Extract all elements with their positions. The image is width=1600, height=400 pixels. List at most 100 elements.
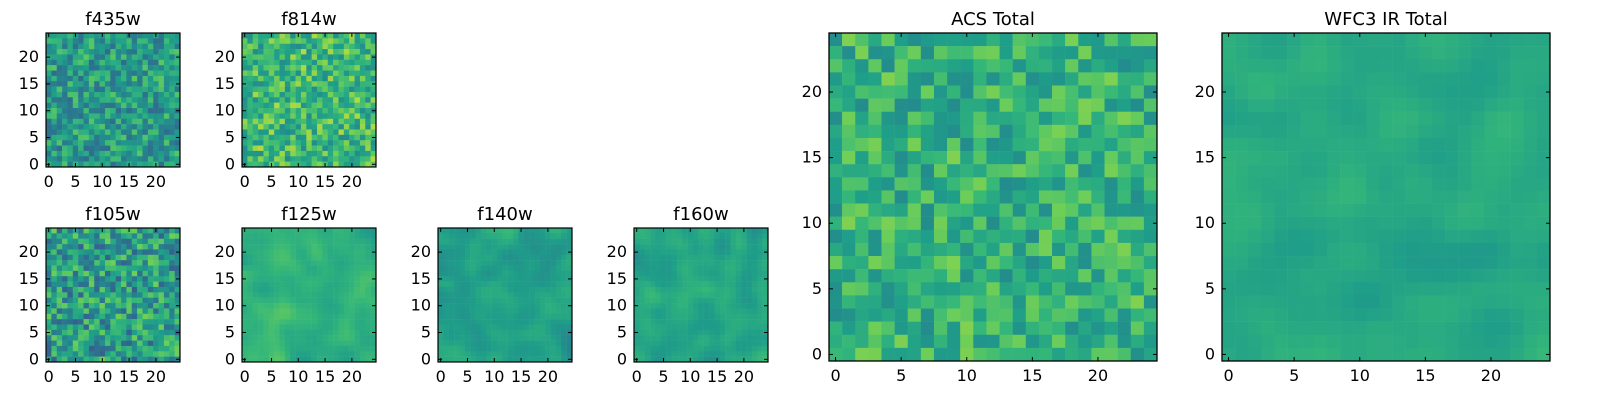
heatmap-cell bbox=[252, 238, 259, 245]
heatmap-cell bbox=[448, 329, 455, 336]
heatmap-cell bbox=[78, 356, 84, 363]
heatmap-cell bbox=[725, 265, 731, 272]
heatmap-cell bbox=[507, 270, 514, 277]
heatmap-cell bbox=[1313, 98, 1328, 112]
heatmap-cell bbox=[121, 238, 127, 245]
heatmap-cell bbox=[163, 228, 170, 234]
heatmap-cell bbox=[354, 86, 361, 93]
heatmap-cell bbox=[121, 308, 127, 315]
heatmap-cell bbox=[169, 38, 175, 44]
heatmap-cell bbox=[359, 313, 366, 320]
heatmap-cell bbox=[1025, 347, 1040, 362]
heatmap-cell bbox=[829, 269, 843, 283]
heatmap-cell bbox=[730, 297, 737, 304]
heatmap-cell bbox=[751, 260, 758, 266]
heatmap-cell bbox=[268, 276, 275, 282]
heatmap-cell bbox=[121, 345, 127, 352]
heatmap-cell bbox=[491, 329, 498, 336]
heatmap-cell bbox=[56, 49, 63, 55]
heatmap-cell bbox=[1235, 177, 1249, 191]
heatmap-cell bbox=[1392, 33, 1406, 47]
heatmap-cell bbox=[115, 335, 122, 341]
heatmap-cell bbox=[115, 38, 122, 44]
heatmap-cell bbox=[1326, 216, 1341, 231]
heatmap-cell bbox=[126, 124, 133, 130]
heatmap-cell bbox=[1353, 137, 1367, 152]
heatmap-cells bbox=[46, 33, 181, 168]
heatmap-cell bbox=[258, 81, 264, 87]
heatmap-cell bbox=[158, 156, 165, 162]
heatmap-cell bbox=[306, 270, 312, 277]
heatmap-cell bbox=[131, 345, 138, 352]
heatmap-cell bbox=[960, 242, 974, 257]
heatmap-cell bbox=[1274, 33, 1288, 47]
heatmap-cell bbox=[142, 81, 149, 87]
heatmap-cell bbox=[99, 150, 106, 157]
heatmap-cell bbox=[464, 351, 471, 357]
heatmap-cell bbox=[561, 249, 567, 256]
heatmap-cell bbox=[475, 281, 482, 288]
heatmap-cell bbox=[682, 356, 688, 363]
heatmap-cell bbox=[137, 260, 143, 266]
heatmap-cell bbox=[1065, 242, 1079, 257]
heatmap-cell bbox=[365, 97, 371, 103]
heatmap-cell bbox=[137, 286, 143, 293]
heatmap-cell bbox=[1300, 190, 1315, 204]
heatmap-cell bbox=[454, 351, 460, 357]
heatmap-cell bbox=[158, 145, 165, 152]
y-tick-label: 10 bbox=[19, 296, 39, 315]
heatmap-cell bbox=[78, 286, 84, 293]
heatmap-cell bbox=[247, 238, 253, 245]
heatmap-cell bbox=[147, 140, 154, 146]
heatmap-cell bbox=[1300, 111, 1315, 126]
heatmap-cell bbox=[1326, 85, 1341, 99]
heatmap-cell bbox=[365, 345, 371, 352]
heatmap-cell bbox=[174, 351, 181, 357]
heatmap-cell bbox=[973, 72, 987, 86]
heatmap-cell bbox=[163, 75, 170, 82]
heatmap-cell bbox=[327, 33, 334, 39]
heatmap-cell bbox=[327, 249, 334, 256]
heatmap-cell bbox=[72, 113, 79, 120]
heatmap-cell bbox=[518, 351, 525, 357]
heatmap-cell bbox=[480, 228, 487, 234]
heatmap-cell bbox=[147, 113, 154, 120]
heatmap-cell bbox=[131, 59, 138, 66]
heatmap-cell bbox=[263, 97, 270, 103]
heatmap-cell bbox=[121, 281, 127, 288]
heatmap-cell bbox=[539, 254, 546, 261]
heatmap-cell bbox=[486, 340, 492, 347]
heatmap-cell bbox=[290, 102, 296, 109]
heatmap-cell bbox=[1523, 98, 1538, 112]
heatmap-cell bbox=[1130, 321, 1145, 336]
heatmap-cell bbox=[300, 70, 307, 77]
heatmap-cell bbox=[137, 254, 143, 261]
heatmap-cell bbox=[1497, 203, 1511, 217]
heatmap-cell bbox=[881, 242, 895, 257]
heatmap-cell bbox=[634, 297, 640, 304]
heatmap-cell bbox=[443, 335, 449, 341]
heatmap-cell bbox=[448, 356, 455, 363]
heatmap-cell bbox=[502, 270, 508, 277]
heatmap-cell bbox=[698, 286, 704, 293]
heatmap-cell bbox=[284, 281, 291, 288]
heatmap-cell bbox=[142, 244, 149, 250]
x-tick-label: 10 bbox=[680, 367, 700, 386]
heatmap-cell bbox=[1431, 177, 1446, 191]
heatmap-cell bbox=[855, 46, 869, 60]
heatmap-cell bbox=[300, 43, 307, 50]
heatmap-cell bbox=[322, 43, 329, 50]
heatmap-cell bbox=[933, 321, 948, 336]
heatmap-cell bbox=[634, 335, 640, 341]
heatmap-cell bbox=[1117, 347, 1132, 362]
heatmap-cell bbox=[703, 286, 710, 293]
heatmap-cell bbox=[1248, 137, 1262, 152]
heatmap-cell bbox=[475, 351, 482, 357]
heatmap-cell bbox=[1143, 72, 1158, 86]
heatmap-cell bbox=[999, 256, 1013, 270]
heatmap-cell bbox=[306, 244, 312, 250]
heatmap-cell bbox=[284, 91, 291, 98]
heatmap-cell bbox=[284, 260, 291, 266]
heatmap-cell bbox=[496, 233, 503, 239]
heatmap-cell bbox=[438, 244, 444, 250]
